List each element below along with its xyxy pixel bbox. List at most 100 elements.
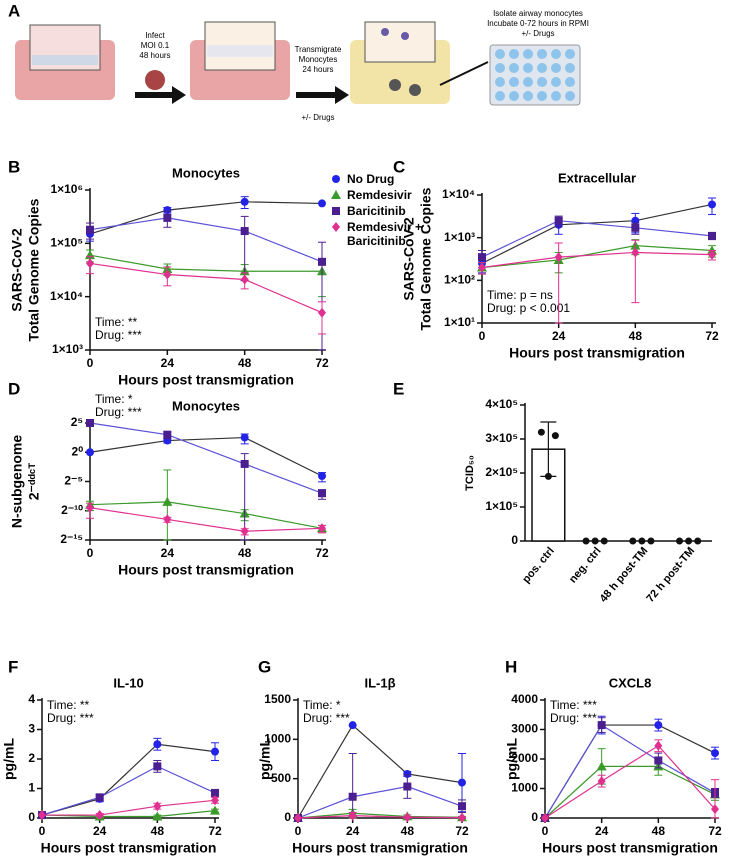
x-tick-label: 0 — [39, 824, 46, 838]
marker — [654, 740, 663, 751]
annotation: Drug: *** — [47, 711, 94, 725]
marker — [458, 802, 466, 811]
marker — [38, 810, 46, 821]
x-tick-label: 0 — [295, 824, 302, 838]
panel-label: A — [8, 1, 20, 20]
chart-title: Monocytes — [172, 165, 240, 180]
y-axis-label: N-subgenome — [9, 435, 25, 529]
y-tick-label: 3 — [28, 722, 35, 736]
marker — [711, 749, 719, 758]
y-tick-label: 4×10⁵ — [485, 397, 518, 411]
marker — [708, 200, 716, 209]
annotation: Time: p = ns — [487, 288, 553, 302]
marker — [554, 216, 563, 225]
plate-well — [509, 49, 519, 59]
series-line — [481, 203, 713, 264]
arrow-head — [172, 86, 186, 104]
x-tick-label: 48 — [151, 824, 165, 838]
marker — [597, 776, 606, 787]
x-axis-label: Hours post transmigration — [292, 840, 468, 856]
chart-title: CXCL8 — [609, 675, 652, 690]
series-line — [481, 251, 713, 269]
point — [647, 537, 655, 545]
marker — [240, 526, 249, 537]
marker — [163, 269, 172, 280]
y-axis-label: 2⁻ᵈᵈᶜᵀ — [26, 463, 42, 501]
x-tick-label: 48 — [238, 356, 252, 370]
legend-swatch — [332, 222, 340, 232]
marker — [331, 190, 341, 199]
x-tick-label: 48 h post-TM — [598, 545, 651, 605]
y-axis-label: pg/mL — [504, 738, 520, 780]
x-axis-label: Hours post transmigration — [118, 562, 294, 578]
panel-label: C — [393, 157, 405, 176]
y-tick-label: 2⁵ — [71, 415, 83, 429]
plate-well — [551, 63, 561, 73]
marker — [294, 813, 302, 823]
x-tick-label: 24 — [93, 824, 107, 838]
series-line — [481, 220, 713, 258]
plate-well — [565, 49, 575, 59]
x-tick-label: 0 — [479, 329, 486, 343]
y-tick-label: 0 — [284, 810, 291, 824]
y-axis-label: Total Genome Copies — [26, 198, 42, 341]
marker — [478, 253, 486, 262]
x-tick-label: 24 — [595, 824, 609, 838]
marker — [631, 223, 640, 232]
plate-well — [551, 91, 561, 101]
point — [544, 472, 552, 480]
x-tick-label: 72 — [315, 546, 329, 560]
plate-well — [537, 77, 547, 87]
y-tick-label: 1×10⁶ — [50, 182, 83, 196]
y-tick-label: 2000 — [511, 751, 538, 765]
x-tick-label: 72 — [455, 824, 469, 838]
diagram-label: MOI 0.1 — [141, 41, 170, 50]
plate-well — [537, 91, 547, 101]
marker — [403, 812, 412, 823]
point — [600, 537, 608, 545]
marker — [708, 231, 716, 240]
marker — [318, 307, 326, 318]
panel-label: E — [393, 379, 404, 398]
x-tick-label: 48 — [629, 329, 643, 343]
legend-entry: Remdesivir + Baricitinib — [330, 220, 445, 248]
marker — [210, 805, 220, 815]
y-tick-label: 1×10⁴ — [442, 187, 475, 201]
legend-swatch — [332, 175, 340, 183]
point — [685, 537, 693, 545]
series-line — [297, 785, 463, 819]
marker — [240, 227, 249, 236]
marker — [318, 489, 326, 498]
panel-label: G — [258, 657, 271, 676]
plate-well — [523, 63, 533, 73]
marker — [152, 811, 163, 821]
point — [629, 537, 637, 545]
legend: No Drug Remdesivir Baricitinib Remdesivir +… — [330, 172, 445, 250]
chart-title: Extracellular — [558, 170, 636, 185]
plate-well — [495, 91, 505, 101]
y-tick-label: 500 — [271, 771, 291, 785]
point — [694, 537, 702, 545]
annotation: Time: ** — [95, 315, 138, 329]
point — [638, 537, 646, 545]
y-tick-label: 1 — [28, 781, 35, 795]
legend-entry: Baricitinib — [330, 204, 445, 218]
x-tick-label: 24 — [346, 824, 360, 838]
y-tick-label: 2⁻⁵ — [64, 474, 83, 488]
panel-label: B — [8, 157, 20, 176]
diagram-label: Incubate 0-72 hours in RPMI — [487, 19, 589, 28]
marker — [163, 430, 172, 439]
diagram-label: 24 hours — [302, 65, 333, 74]
y-axis-label: pg/mL — [257, 738, 273, 780]
marker — [403, 769, 412, 778]
marker — [478, 262, 486, 273]
marker — [597, 721, 606, 730]
annotation: Time: *** — [550, 698, 597, 712]
diagram-label: +/- Drugs — [521, 29, 554, 38]
y-tick-label: 1000 — [511, 781, 538, 795]
y-tick-label: 1×10⁵ — [50, 236, 83, 250]
plate-well — [551, 77, 561, 87]
point — [582, 537, 590, 545]
legend-label: No Drug — [347, 172, 395, 186]
x-tick-label: 0 — [87, 356, 94, 370]
